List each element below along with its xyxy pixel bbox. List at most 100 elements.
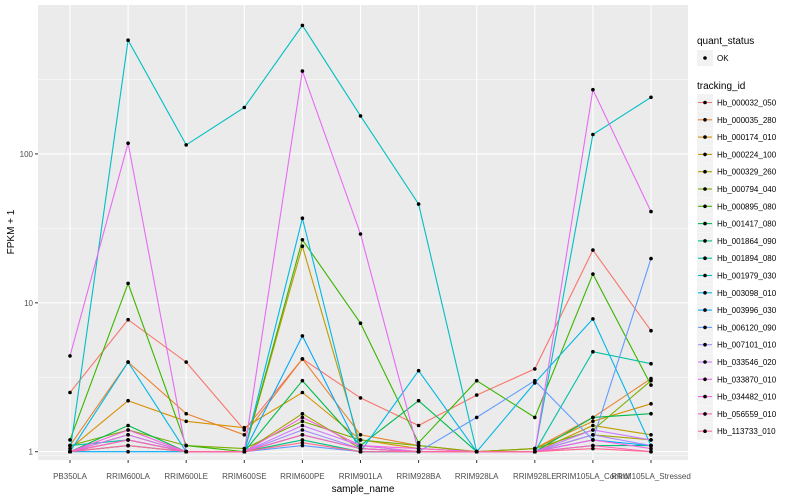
data-point <box>300 334 305 338</box>
data-point <box>184 449 188 454</box>
data-point <box>126 398 130 403</box>
legend-item: Hb_001864_090 <box>697 232 777 250</box>
data-point <box>300 440 305 445</box>
legend-key-point <box>703 221 707 226</box>
data-point <box>126 423 130 428</box>
legend-label: Hb_001864_090 <box>717 237 777 246</box>
data-point <box>591 433 595 437</box>
data-point <box>300 244 305 248</box>
data-point <box>649 446 653 451</box>
legend-item: Hb_001894_080 <box>697 249 777 267</box>
data-point <box>126 438 130 442</box>
data-point <box>591 349 595 354</box>
data-point <box>358 114 363 118</box>
data-point <box>300 433 305 437</box>
data-point <box>68 354 72 358</box>
legend-item: Hb_033870_010 <box>697 370 777 388</box>
data-point <box>416 202 421 206</box>
data-point <box>68 446 72 451</box>
legend-key-point <box>703 204 707 209</box>
panel-background <box>38 5 688 460</box>
data-point <box>416 368 421 373</box>
legend-label: Hb_033870_010 <box>717 375 777 384</box>
legend-key-point <box>703 135 707 139</box>
legend-key-point <box>703 169 707 174</box>
data-point <box>591 419 595 424</box>
data-point <box>649 95 653 100</box>
legend-label: Hb_000035_280 <box>717 116 777 125</box>
legend-key-point <box>703 187 707 191</box>
legend-label: Hb_000032_050 <box>717 99 777 108</box>
data-point <box>358 433 363 437</box>
data-point <box>184 360 188 364</box>
data-point <box>474 393 479 397</box>
data-point <box>300 423 305 428</box>
x-tick-label: PB350LA <box>53 472 87 481</box>
data-point <box>358 449 363 454</box>
data-point <box>184 419 188 424</box>
y-tick-label: 100 <box>20 150 34 159</box>
data-point <box>533 367 537 371</box>
data-point <box>300 238 305 242</box>
data-point <box>591 423 595 428</box>
data-point <box>591 87 595 92</box>
data-point <box>416 446 421 451</box>
legend-key-point <box>703 239 707 243</box>
data-point <box>242 446 247 451</box>
legend-label: Hb_034482_010 <box>717 393 777 402</box>
legend-label: Hb_000794_040 <box>717 185 777 194</box>
legend-item: Hb_000035_280 <box>697 111 777 129</box>
data-point <box>300 216 305 220</box>
data-point <box>300 23 305 28</box>
data-point <box>68 443 72 448</box>
y-axis-title: FPKM + 1 <box>6 209 17 254</box>
data-point <box>126 38 130 42</box>
data-point <box>474 378 479 383</box>
data-point <box>358 321 363 326</box>
legend-item: Hb_000224_100 <box>697 145 777 163</box>
legend-key-point <box>703 118 707 122</box>
legend-item: Hb_056559_010 <box>697 405 777 423</box>
legend-key-point <box>703 308 707 312</box>
data-point <box>649 449 653 454</box>
legend-item: Hb_000895_080 <box>697 197 777 215</box>
x-tick-label: RRIM600SE <box>222 472 266 481</box>
x-tick-label: RRIM600PE <box>280 472 324 481</box>
legend-item: Hb_113733_010 <box>697 422 776 440</box>
legend-item: Hb_000794_040 <box>697 180 777 198</box>
x-tick-label: RRIM105LA_Stressed <box>611 472 691 481</box>
data-point <box>126 449 130 454</box>
legend-key-point <box>703 273 707 278</box>
data-point <box>649 438 653 442</box>
legend-item: Hb_007101_010 <box>697 336 777 354</box>
legend-label: Hb_000224_100 <box>717 150 777 159</box>
x-axis-title: sample_name <box>332 484 395 495</box>
data-point <box>184 143 188 147</box>
legend-key-point <box>703 377 707 382</box>
x-axis: PB350LA RRIM600LA RRIM600LE RRIM600SE RRIM60… <box>53 460 691 481</box>
x-tick-label: RRIM600LA <box>106 472 150 481</box>
legend-label: Hb_056559_010 <box>717 410 777 419</box>
data-point <box>474 449 479 454</box>
legend-item: Hb_003098_010 <box>697 284 777 302</box>
data-point <box>126 317 130 322</box>
data-point <box>649 402 653 406</box>
legend-point-ok <box>703 56 707 60</box>
data-point <box>416 449 421 454</box>
legend-label-ok: OK <box>717 54 729 63</box>
data-point <box>416 440 421 445</box>
data-point <box>126 428 130 432</box>
x-tick-label: RRIM901LA <box>339 472 383 481</box>
data-point <box>649 256 653 261</box>
data-point <box>184 411 188 416</box>
data-point <box>300 438 305 442</box>
legend-item: Hb_003996_030 <box>697 301 777 319</box>
legend-label: Hb_007101_010 <box>717 341 777 350</box>
legend-key-point <box>703 360 707 364</box>
data-point <box>591 272 595 276</box>
data-point <box>300 411 305 416</box>
data-point <box>358 232 363 236</box>
y-tick-label: 10 <box>24 299 33 308</box>
data-point <box>358 438 363 442</box>
data-point <box>184 443 188 448</box>
